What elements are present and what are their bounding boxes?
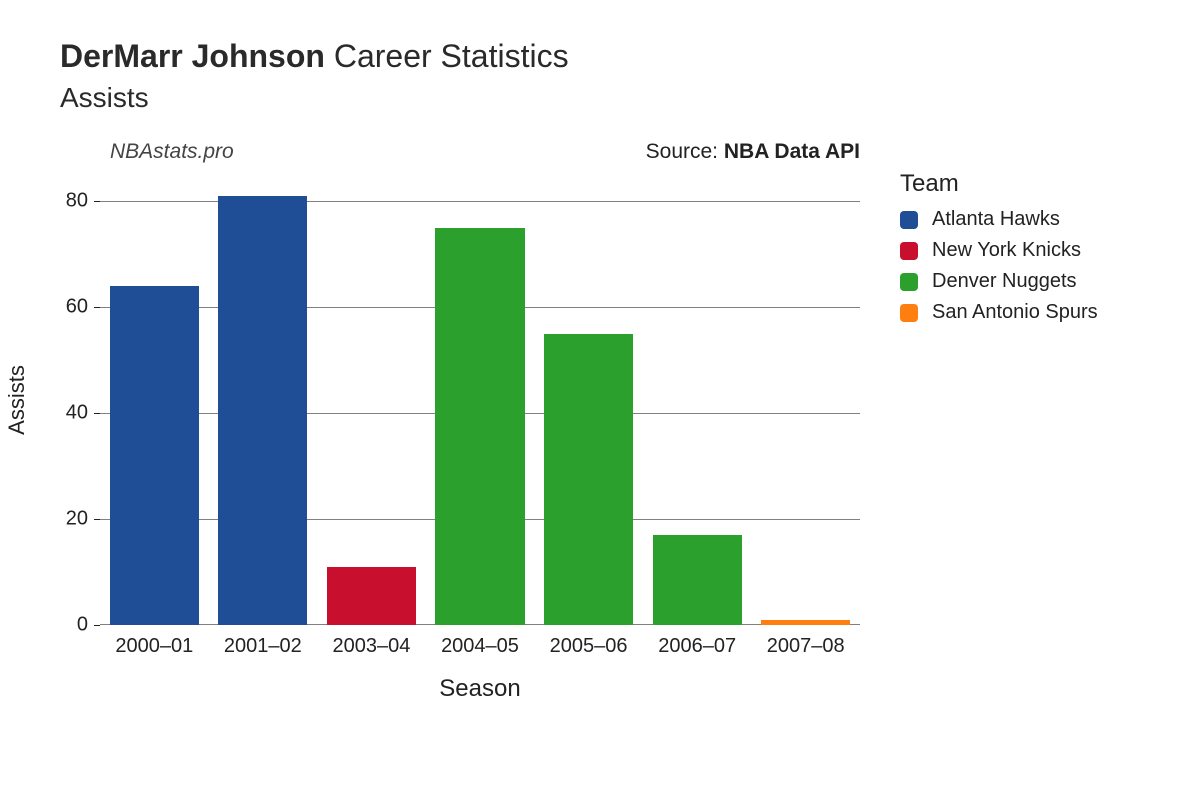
bar (218, 196, 307, 625)
legend-label: Denver Nuggets (932, 270, 1077, 293)
legend-swatch (900, 242, 918, 260)
legend-swatch (900, 211, 918, 229)
legend-item: New York Knicks (900, 239, 1098, 262)
y-tick-mark (94, 307, 100, 308)
legend-label: New York Knicks (932, 239, 1081, 262)
x-tick-label: 2006–07 (658, 635, 736, 658)
title-rest: Career Statistics (325, 38, 569, 74)
source-prefix: Source: (646, 140, 724, 163)
legend-item: San Antonio Spurs (900, 301, 1098, 324)
x-tick-label: 2003–04 (332, 635, 410, 658)
legend-label: Atlanta Hawks (932, 208, 1060, 231)
chart-title: DerMarr Johnson Career Statistics (60, 38, 569, 75)
x-tick-label: 2004–05 (441, 635, 519, 658)
legend-swatch (900, 304, 918, 322)
x-axis-title: Season (439, 675, 520, 703)
chart-subtitle: Assists (60, 82, 149, 114)
bar (653, 535, 742, 625)
y-tick-label: 0 (77, 614, 88, 637)
x-tick-label: 2005–06 (550, 635, 628, 658)
y-tick-mark (94, 201, 100, 202)
legend-item: Denver Nuggets (900, 270, 1098, 293)
y-tick-label: 40 (66, 402, 88, 425)
y-tick-label: 80 (66, 190, 88, 213)
watermark-text: NBAstats.pro (110, 140, 234, 164)
y-tick-mark (94, 625, 100, 626)
x-tick-label: 2001–02 (224, 635, 302, 658)
bar (435, 228, 524, 625)
grid-line (100, 201, 860, 202)
legend: Team Atlanta Hawks New York Knicks Denver … (900, 170, 1098, 332)
y-tick-label: 60 (66, 296, 88, 319)
y-tick-mark (94, 413, 100, 414)
y-tick-label: 20 (66, 508, 88, 531)
source-attribution: Source: NBA Data API (646, 140, 860, 164)
x-tick-label: 2000–01 (115, 635, 193, 658)
plot-area: Assists Season 0204060802000–012001–0220… (100, 175, 860, 625)
chart-container: DerMarr Johnson Career Statistics Assist… (0, 0, 1200, 800)
legend-label: San Antonio Spurs (932, 301, 1098, 324)
title-player-name: DerMarr Johnson (60, 38, 325, 74)
bar (110, 286, 199, 625)
x-tick-label: 2007–08 (767, 635, 845, 658)
bar (544, 334, 633, 625)
legend-swatch (900, 273, 918, 291)
y-axis-title: Assists (4, 365, 30, 435)
y-tick-mark (94, 519, 100, 520)
legend-title: Team (900, 170, 1098, 198)
legend-item: Atlanta Hawks (900, 208, 1098, 231)
source-name: NBA Data API (724, 140, 860, 163)
bar (761, 620, 850, 625)
bar (327, 567, 416, 625)
